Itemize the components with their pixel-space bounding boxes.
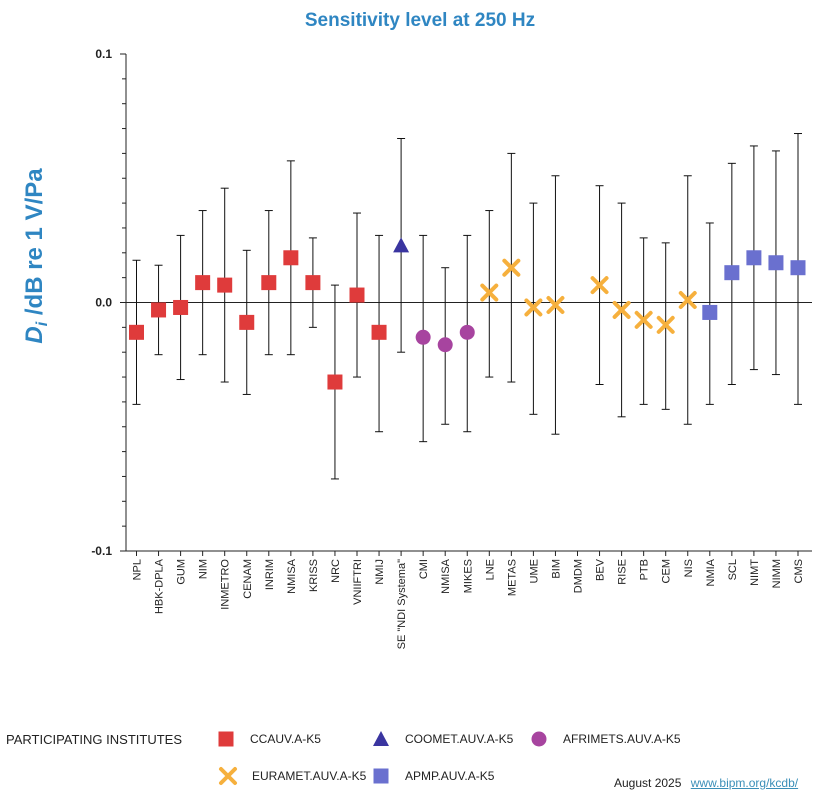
x-tick-labels: NPL HBK-DPLA GUM NIM INMETRO CENAM INRIM NMISA K… (132, 551, 805, 649)
legend-marker (373, 768, 389, 784)
x-tick-label: NRC (330, 559, 342, 583)
data-markers (129, 237, 806, 390)
data-point (393, 237, 410, 253)
x-tick-label: NMISA (286, 558, 298, 594)
x-tick-label: CEM (661, 559, 673, 583)
chart-title: Sensitivity level at 250 Hz (305, 10, 535, 31)
data-point (502, 258, 521, 277)
data-point (151, 302, 167, 318)
data-point (746, 250, 762, 266)
x-tick-label: NIMM (771, 559, 783, 588)
data-point (129, 324, 144, 340)
legend-marker (218, 731, 234, 747)
x-tick-label: BIM (550, 559, 562, 579)
x-tick-label: INMETRO (220, 559, 232, 610)
data-point (305, 275, 321, 291)
data-point (195, 275, 211, 291)
legend-title: PARTICIPATING INSTITUTES (6, 732, 182, 747)
data-point (173, 299, 189, 315)
x-tick-label: GUM (176, 559, 188, 585)
legend-marker (219, 767, 237, 785)
data-point (702, 304, 718, 320)
data-point (283, 250, 299, 266)
data-point (634, 310, 653, 329)
legend-label: AFRIMETS.AUV.A-K5 (563, 732, 681, 746)
x-tick-label: NMIJ (374, 559, 386, 585)
x-tick-label: UME (528, 559, 540, 583)
data-point (437, 337, 453, 353)
x-tick-label: NIM (198, 559, 210, 579)
y-axis-label-text: /dB re 1 V/Pa (21, 168, 48, 322)
legend-label: EURAMET.AUV.A-K5 (252, 769, 367, 783)
legend-label: COOMET.AUV.A-K5 (405, 732, 514, 746)
footer-date: August 2025 (614, 776, 682, 790)
x-tick-label: INRIM (264, 559, 276, 590)
data-point (790, 260, 806, 276)
data-point (546, 295, 565, 314)
legend-marker (531, 731, 547, 747)
data-point (239, 314, 255, 330)
data-point (590, 276, 609, 295)
x-tick-label: NPL (132, 559, 144, 580)
data-point (656, 315, 675, 334)
x-tick-label: METAS (506, 559, 518, 596)
x-tick-label: DMDM (573, 559, 585, 593)
legend: PARTICIPATING INSTITUTES CCAUV.A-K5 COOME… (6, 731, 681, 785)
x-tick-label: VNIIFTRI (352, 559, 364, 605)
x-tick-label: SCL (727, 559, 739, 580)
data-point (459, 324, 475, 340)
x-tick-label: NMIA (705, 558, 717, 586)
x-tick-label: RISE (617, 559, 629, 585)
x-tick-label: HBK-DPLA (154, 558, 166, 614)
data-point (327, 374, 343, 390)
y-axis-label-symbol: D (21, 326, 48, 343)
data-point (261, 275, 277, 291)
data-point (524, 298, 543, 317)
data-point (371, 324, 387, 340)
y-axis-label-subscript: i (34, 321, 51, 326)
data-point (480, 283, 499, 302)
x-tick-label: NIS (683, 559, 695, 577)
data-point (678, 291, 697, 310)
y-axis-label: Di /dB re 1 V/Pa (21, 168, 51, 344)
x-tick-label: CENAM (242, 559, 254, 599)
data-point (724, 265, 740, 281)
axes (125, 54, 812, 552)
x-tick-label: BEV (595, 558, 607, 581)
data-point (349, 287, 365, 303)
x-tick-label: SE "NDI Systema" (396, 559, 408, 649)
y-tick-label: 0.0 (95, 296, 112, 310)
footer: August 2025 www.bipm.org/kcdb/ (614, 776, 798, 790)
legend-label: APMP.AUV.A-K5 (405, 769, 495, 783)
error-bars (132, 133, 802, 480)
x-tick-label: KRISS (308, 559, 320, 592)
x-tick-label: PTB (639, 559, 651, 580)
data-point (768, 255, 784, 271)
y-ticks: 0.1 0.0 -0.1 (91, 47, 126, 558)
legend-label: CCAUV.A-K5 (250, 732, 321, 746)
data-point (415, 329, 431, 345)
x-tick-label: NMISA (440, 558, 452, 594)
x-tick-label: NIMT (749, 559, 761, 586)
x-tick-label: CMI (418, 559, 430, 579)
legend-marker (373, 731, 389, 746)
x-tick-label: CMS (793, 559, 805, 583)
y-tick-label: 0.1 (95, 47, 112, 61)
x-tick-label: MIKES (462, 559, 474, 593)
kcdb-link[interactable]: www.bipm.org/kcdb/ (690, 776, 799, 790)
data-point (217, 277, 233, 293)
data-point (612, 300, 631, 319)
x-tick-label: LNE (484, 559, 496, 580)
y-tick-label: -0.1 (91, 544, 112, 558)
